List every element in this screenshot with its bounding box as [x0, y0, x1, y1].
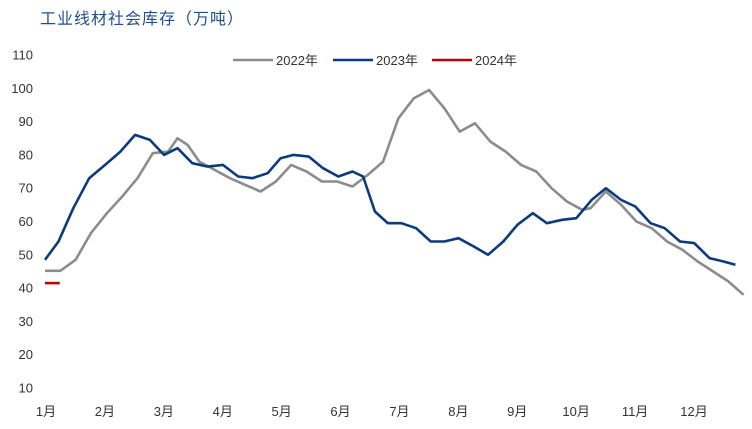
x-tick-label: 1月: [36, 404, 56, 419]
y-tick-label: 60: [19, 214, 33, 229]
x-tick-label: 6月: [330, 404, 350, 419]
y-tick-label: 30: [19, 314, 33, 329]
series-lines: [43, 88, 745, 296]
x-tick-label: 8月: [448, 404, 468, 419]
x-tick-label: 4月: [213, 404, 233, 419]
y-axis-ticks: 10 20 30 40 50 60 70 80 90 100 110: [11, 48, 33, 396]
legend-label-0: 2022年: [276, 53, 318, 68]
x-tick-label: 7月: [389, 404, 409, 419]
y-tick-label: 20: [19, 347, 33, 362]
y-tick-label: 40: [19, 281, 33, 296]
x-tick-label: 12月: [680, 404, 707, 419]
y-tick-label: 90: [19, 114, 33, 129]
x-tick-label: 2月: [95, 404, 115, 419]
y-tick-label: 10: [19, 381, 33, 396]
x-tick-label: 10月: [562, 404, 589, 419]
y-tick-label: 80: [19, 147, 33, 162]
series-line-0: [45, 88, 745, 296]
x-tick-label: 3月: [154, 404, 174, 419]
chart-title: 工业线材社会库存（万吨）: [40, 9, 245, 28]
series-line-1: [43, 133, 736, 267]
y-tick-label: 100: [11, 81, 33, 96]
legend-label-1: 2023年: [376, 53, 418, 68]
x-axis-ticks: 1月 2月 3月 4月 5月 6月 7月 8月 9月 10月 11月 12月: [36, 404, 708, 419]
y-tick-label: 50: [19, 247, 33, 262]
legend-label-2: 2024年: [475, 53, 517, 68]
legend: 2022年 2023年 2024年: [233, 53, 517, 68]
x-tick-label: 11月: [622, 404, 649, 419]
x-tick-label: 5月: [272, 404, 292, 419]
x-tick-label: 9月: [507, 404, 527, 419]
y-tick-label: 70: [19, 181, 33, 196]
y-tick-label: 110: [12, 48, 33, 63]
